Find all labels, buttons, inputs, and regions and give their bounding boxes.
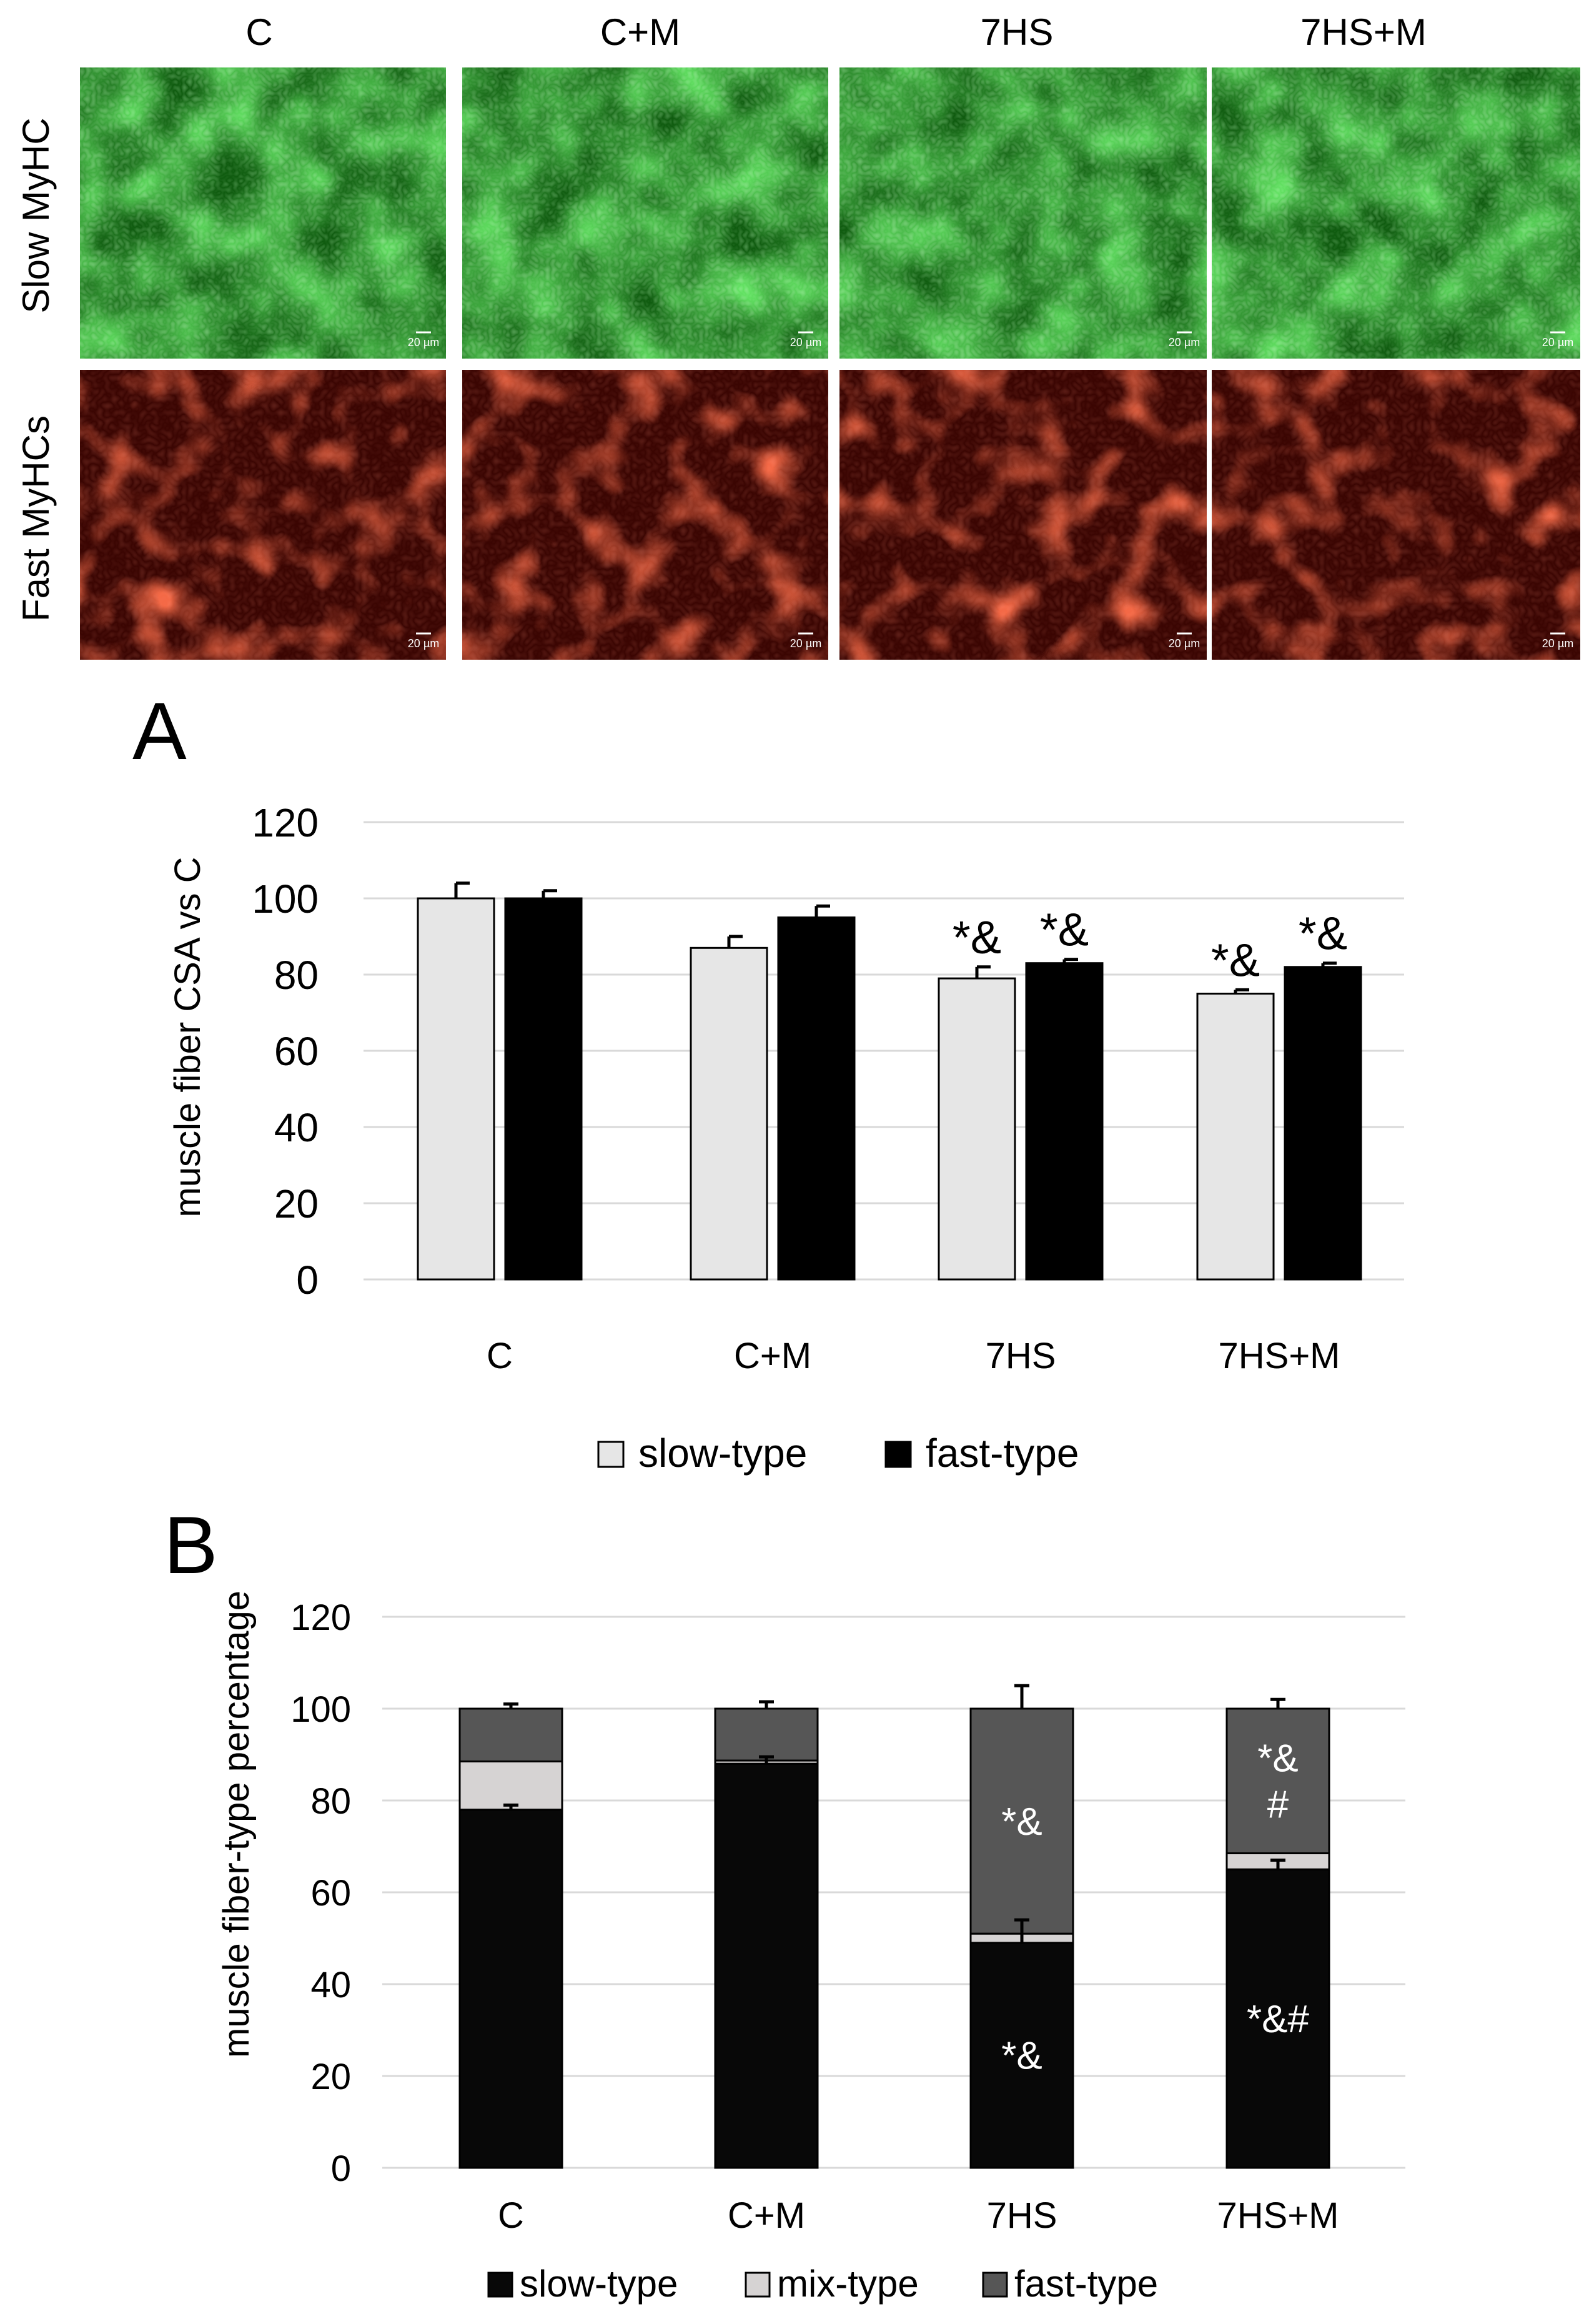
- b-x-tick-c: C: [498, 2195, 524, 2236]
- scale-bar-label-fast-myhcs-7hs-plus-m: 20 µm: [1542, 637, 1573, 650]
- micrograph-slow-myhc-c: [80, 67, 446, 359]
- a-y-tick-120: 120: [252, 800, 319, 845]
- column-label-c: C: [245, 11, 272, 53]
- scale-bar-label-slow-myhc-7hs: 20 µm: [1169, 336, 1200, 349]
- annotation-b-0: *&: [1001, 1800, 1042, 1844]
- column-label-7hs: 7HS: [981, 11, 1054, 53]
- bar-a-slow-type-c-plus-m: [690, 946, 768, 1281]
- scale-bar-label-slow-myhc-c-plus-m: 20 µm: [790, 336, 821, 349]
- annotation-b-3-line-0: *&#: [1247, 1998, 1309, 2041]
- a-y-tick-80: 80: [274, 953, 319, 998]
- legend-a-label-slow-type: slow-type: [638, 1431, 807, 1476]
- scale-bar-label-slow-myhc-c: 20 µm: [408, 336, 439, 349]
- panel-label-b: B: [164, 1499, 218, 1591]
- a-y-tick-0: 0: [296, 1258, 319, 1303]
- a-x-tick-c: C: [487, 1336, 513, 1376]
- legend-b-swatch-fast-type: [982, 2272, 1008, 2298]
- micrograph-fast-myhcs-7hs-plus-m: [1212, 370, 1580, 660]
- column-label-c-plus-m: C+M: [600, 11, 680, 53]
- annotation-b-2: *&#: [1257, 1737, 1298, 1826]
- a-x-tick-7hs: 7HS: [986, 1336, 1056, 1376]
- a-y-tick-100: 100: [252, 876, 319, 921]
- legend-b-label-fast-type: fast-type: [1014, 2263, 1158, 2305]
- micrograph-fast-myhcs-7hs: [839, 370, 1207, 660]
- legend-b-swatch-slow-type: [487, 2272, 513, 2298]
- b-x-tick-c-plus-m: C+M: [728, 2195, 805, 2236]
- annotation-b-2-line-0: *&: [1257, 1737, 1298, 1780]
- a-x-tick-c-plus-m: C+M: [734, 1336, 811, 1376]
- row-label-slow-myhc: Slow MyHC: [15, 117, 57, 313]
- annotation-b-1: *&: [1001, 2035, 1042, 2078]
- bar-a-slow-type-c: [417, 897, 495, 1281]
- annotation-b-2-line-1: #: [1267, 1783, 1289, 1826]
- annotation-a-3: *&: [1299, 908, 1347, 960]
- legend-a-swatch-slow-type: [597, 1441, 625, 1468]
- b-x-tick-7hs-plus-m: 7HS+M: [1217, 2195, 1339, 2236]
- scale-bar-label-fast-myhcs-7hs: 20 µm: [1169, 637, 1200, 650]
- bar-b-slow-type-7hs: [969, 1942, 1074, 2169]
- b-y-tick-120: 120: [290, 1597, 351, 1638]
- y-axis-label-b: muscle fiber-type percentage: [216, 1591, 257, 2058]
- b-y-tick-100: 100: [290, 1689, 351, 1730]
- micrograph-fast-myhcs-c: [80, 370, 446, 660]
- a-x-tick-7hs-plus-m: 7HS+M: [1218, 1336, 1340, 1376]
- bar-a-fast-type-7hs: [1025, 962, 1104, 1281]
- b-y-tick-80: 80: [310, 1781, 351, 1822]
- micrograph-slow-myhc-7hs-plus-m: [1212, 67, 1580, 359]
- a-y-tick-40: 40: [274, 1105, 319, 1150]
- annotation-a-2: *&: [1211, 934, 1260, 986]
- legend-b: slow-type mix-type fast-type: [487, 2263, 1158, 2305]
- bar-b-slow-type-c-plus-m: [714, 1762, 819, 2169]
- bar-b-mix-type-c: [458, 1760, 563, 1811]
- b-y-tick-0: 0: [331, 2148, 351, 2189]
- legend-a-swatch-fast-type: [884, 1441, 912, 1468]
- annotation-a-1: *&: [1040, 904, 1089, 956]
- legend-b-label-mix-type: mix-type: [777, 2263, 919, 2305]
- legend-a: slow-type fast-type: [597, 1431, 1079, 1476]
- micrograph-fast-myhcs-c-plus-m: [462, 370, 828, 660]
- annotation-b-0-line-0: *&: [1001, 1800, 1042, 1844]
- column-label-7hs-plus-m: 7HS+M: [1300, 11, 1427, 53]
- bar-b-slow-type-7hs-plus-m: [1225, 1868, 1330, 2169]
- chart-b: B muscle fiber-type percentage *&*&*&#*&…: [164, 1499, 1405, 2305]
- panel-label-a: A: [132, 685, 187, 777]
- b-y-tick-40: 40: [310, 1965, 351, 2005]
- bar-a-slow-type-7hs: [938, 977, 1016, 1281]
- b-y-tick-60: 60: [310, 1873, 351, 1914]
- bar-b-slow-type-c: [458, 1809, 563, 2169]
- bar-a-fast-type-c: [504, 897, 583, 1281]
- bar-a-slow-type-7hs-plus-m: [1196, 993, 1275, 1281]
- scale-bar-label-fast-myhcs-c: 20 µm: [408, 637, 439, 650]
- chart-a: A muscle fiber CSA vs C *& *& *& *& 0 20 40 60…: [132, 685, 1404, 1476]
- bar-a-fast-type-c-plus-m: [777, 916, 856, 1281]
- a-y-tick-60: 60: [274, 1029, 319, 1074]
- legend-b-swatch-mix-type: [745, 2272, 771, 2298]
- row-label-fast-myhcs: Fast MyHCs: [15, 415, 57, 622]
- b-x-tick-7hs: 7HS: [987, 2195, 1057, 2236]
- y-axis-label-a: muscle fiber CSA vs C: [167, 857, 208, 1218]
- bar-a-fast-type-7hs-plus-m: [1284, 966, 1362, 1281]
- bar-b-fast-type-c-plus-m: [714, 1707, 819, 1762]
- micrograph-slow-myhc-c-plus-m: [462, 67, 828, 359]
- a-y-tick-20: 20: [274, 1181, 319, 1226]
- micrograph-slow-myhc-7hs: [839, 67, 1207, 359]
- b-y-tick-20: 20: [310, 2057, 351, 2097]
- bar-b-fast-type-c: [458, 1707, 563, 1763]
- annotation-b-3: *&#: [1247, 1998, 1309, 2041]
- legend-a-label-fast-type: fast-type: [926, 1431, 1079, 1476]
- scale-bar-label-fast-myhcs-c-plus-m: 20 µm: [790, 637, 821, 650]
- annotation-b-1-line-0: *&: [1001, 2035, 1042, 2078]
- bar-b-fast-type-7hs-plus-m: [1225, 1707, 1330, 1855]
- micrograph-grid: C C+M 7HS 7HS+M Slow MyHC Fast MyHCs 20 …: [15, 11, 1580, 660]
- annotation-a-0: *&: [953, 911, 1001, 963]
- bar-b-fast-type-7hs: [969, 1707, 1074, 1935]
- legend-b-label-slow-type: slow-type: [520, 2263, 678, 2305]
- scale-bar-label-slow-myhc-7hs-plus-m: 20 µm: [1542, 336, 1573, 349]
